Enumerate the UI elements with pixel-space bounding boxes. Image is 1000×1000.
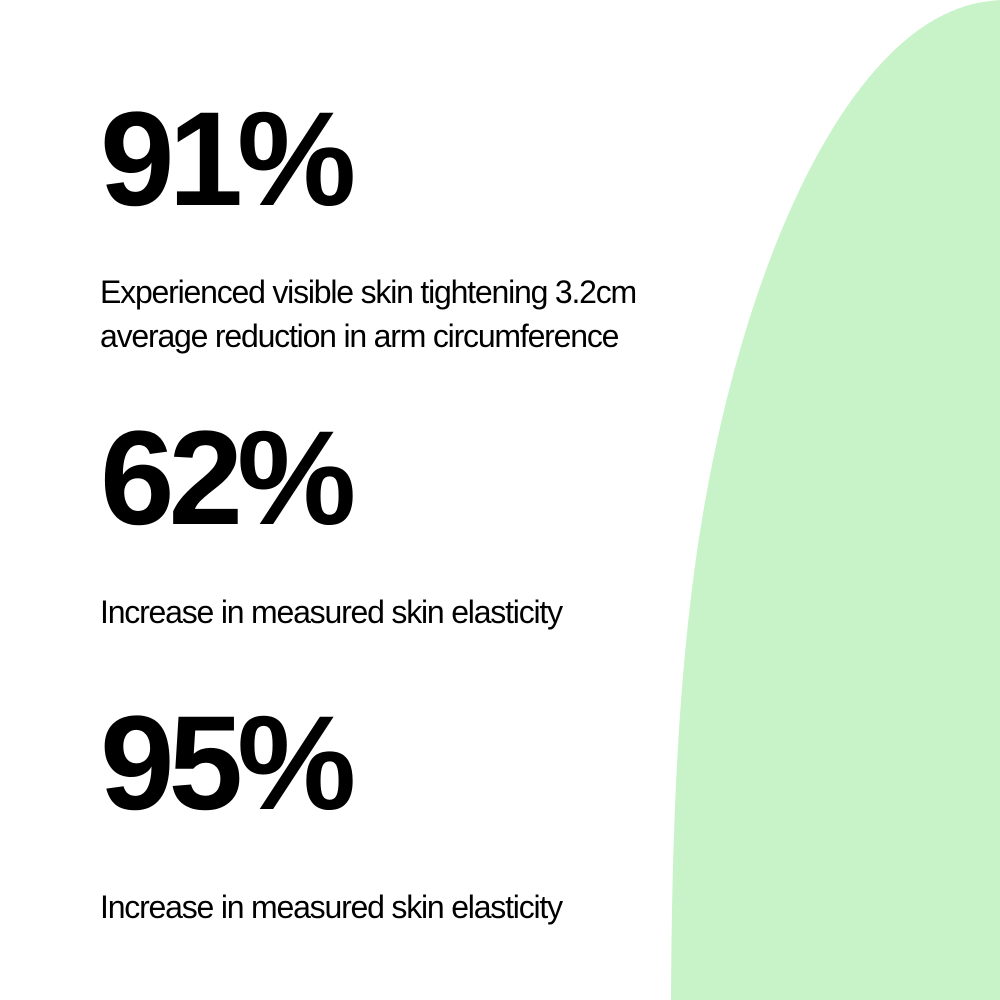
stat-description: Increase in measured skin elasticity — [100, 889, 563, 925]
stat-value: 62% — [100, 404, 356, 553]
stat-description: Increase in measured skin elasticity — [100, 594, 563, 630]
stat-description: Experienced visible skin tightening 3.2c… — [100, 274, 637, 354]
stat-value: 91% — [100, 85, 356, 234]
stat-value: 95% — [100, 689, 356, 838]
